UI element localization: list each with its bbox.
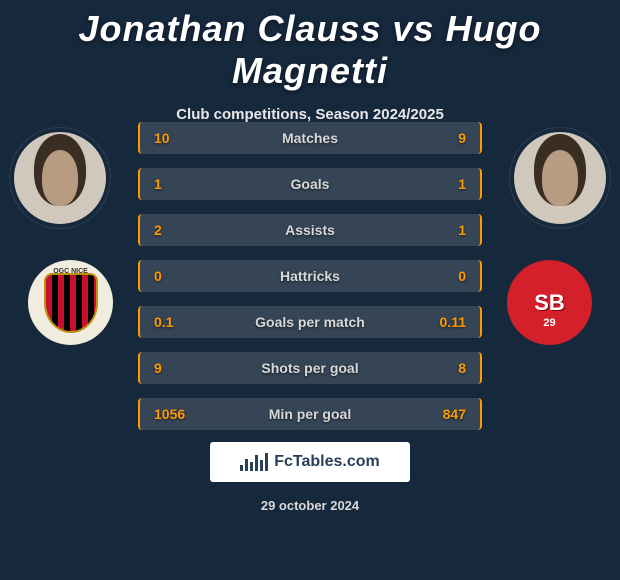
stat-right: 1: [418, 176, 466, 192]
stat-right: 8: [418, 360, 466, 376]
footer-date: 29 october 2024: [0, 498, 620, 513]
stat-row: 0.1 Goals per match 0.11: [138, 306, 482, 338]
stat-right: 9: [418, 130, 466, 146]
player-left-avatar: [10, 128, 110, 228]
stat-right: 0.11: [418, 314, 466, 330]
stat-row: 9 Shots per goal 8: [138, 352, 482, 384]
stat-right: 847: [418, 406, 466, 422]
page-title: Jonathan Clauss vs Hugo Magnetti: [0, 0, 620, 92]
stat-label: Goals: [202, 176, 418, 192]
subtitle: Club competitions, Season 2024/2025: [0, 106, 620, 123]
footer-logo: FcTables.com: [210, 442, 410, 482]
stat-label: Hattricks: [202, 268, 418, 284]
stat-left: 1056: [154, 406, 202, 422]
stat-left: 9: [154, 360, 202, 376]
stat-label: Matches: [202, 130, 418, 146]
club-right-badge: [507, 260, 592, 345]
stat-left: 2: [154, 222, 202, 238]
stat-left: 0.1: [154, 314, 202, 330]
stat-label: Assists: [202, 222, 418, 238]
stat-row: 10 Matches 9: [138, 122, 482, 154]
stat-left: 10: [154, 130, 202, 146]
club-left-badge: [28, 260, 113, 345]
player-right-avatar: [510, 128, 610, 228]
stat-right: 0: [418, 268, 466, 284]
stat-label: Shots per goal: [202, 360, 418, 376]
stat-label: Min per goal: [202, 406, 418, 422]
stat-left: 0: [154, 268, 202, 284]
stats-table: 10 Matches 9 1 Goals 1 2 Assists 1 0 Hat…: [138, 122, 482, 444]
stat-row: 1056 Min per goal 847: [138, 398, 482, 430]
stat-right: 1: [418, 222, 466, 238]
stat-left: 1: [154, 176, 202, 192]
footer-site: FcTables.com: [274, 453, 380, 471]
stat-row: 2 Assists 1: [138, 214, 482, 246]
stat-label: Goals per match: [202, 314, 418, 330]
stat-row: 0 Hattricks 0: [138, 260, 482, 292]
chart-bars-icon: [240, 453, 268, 471]
stat-row: 1 Goals 1: [138, 168, 482, 200]
